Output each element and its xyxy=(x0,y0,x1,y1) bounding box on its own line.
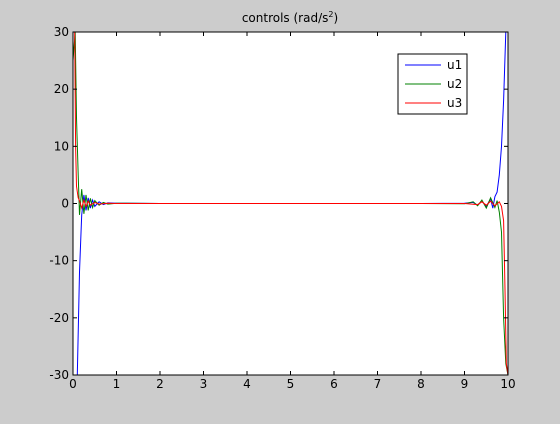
x-tick-label: 7 xyxy=(374,377,382,391)
y-tick-label: 30 xyxy=(54,25,69,39)
x-tick-label: 2 xyxy=(156,377,164,391)
y-tick-label: -30 xyxy=(49,368,69,382)
x-tick-label: 3 xyxy=(200,377,208,391)
plot-frame xyxy=(72,31,509,376)
y-tick-label: -10 xyxy=(49,254,69,268)
chart-title-text: controls (rad/s xyxy=(242,11,329,25)
x-tick-label: 4 xyxy=(243,377,251,391)
series-line-u3 xyxy=(73,31,509,376)
chart-title: controls (rad/s2) xyxy=(242,10,338,25)
x-tick-label: 8 xyxy=(417,377,425,391)
y-tick-label: 20 xyxy=(54,82,69,96)
x-tick-label: 1 xyxy=(113,377,121,391)
x-tick-label: 5 xyxy=(287,377,295,391)
y-tick-label: -20 xyxy=(49,311,69,325)
legend: u1 u2 u3 xyxy=(397,53,468,115)
series-layer xyxy=(72,31,509,376)
x-tick-label: 10 xyxy=(500,377,515,391)
ticks-layer: 0 1 2 3 4 5 6 7 8 9 10 -30 -20 -10 0 10 20 30 xyxy=(49,25,515,391)
legend-label-u3: u3 xyxy=(447,96,462,110)
y-tick-label: 0 xyxy=(61,197,69,211)
x-tick-label: 6 xyxy=(330,377,338,391)
legend-label-u2: u2 xyxy=(447,77,462,91)
chart-title-suffix: ) xyxy=(333,11,338,25)
chart-title-superscript: 2 xyxy=(328,10,333,19)
y-tick-label: 10 xyxy=(54,139,69,153)
x-tick-label: 9 xyxy=(461,377,469,391)
x-tick-label: 0 xyxy=(69,377,77,391)
legend-label-u1: u1 xyxy=(447,58,462,72)
